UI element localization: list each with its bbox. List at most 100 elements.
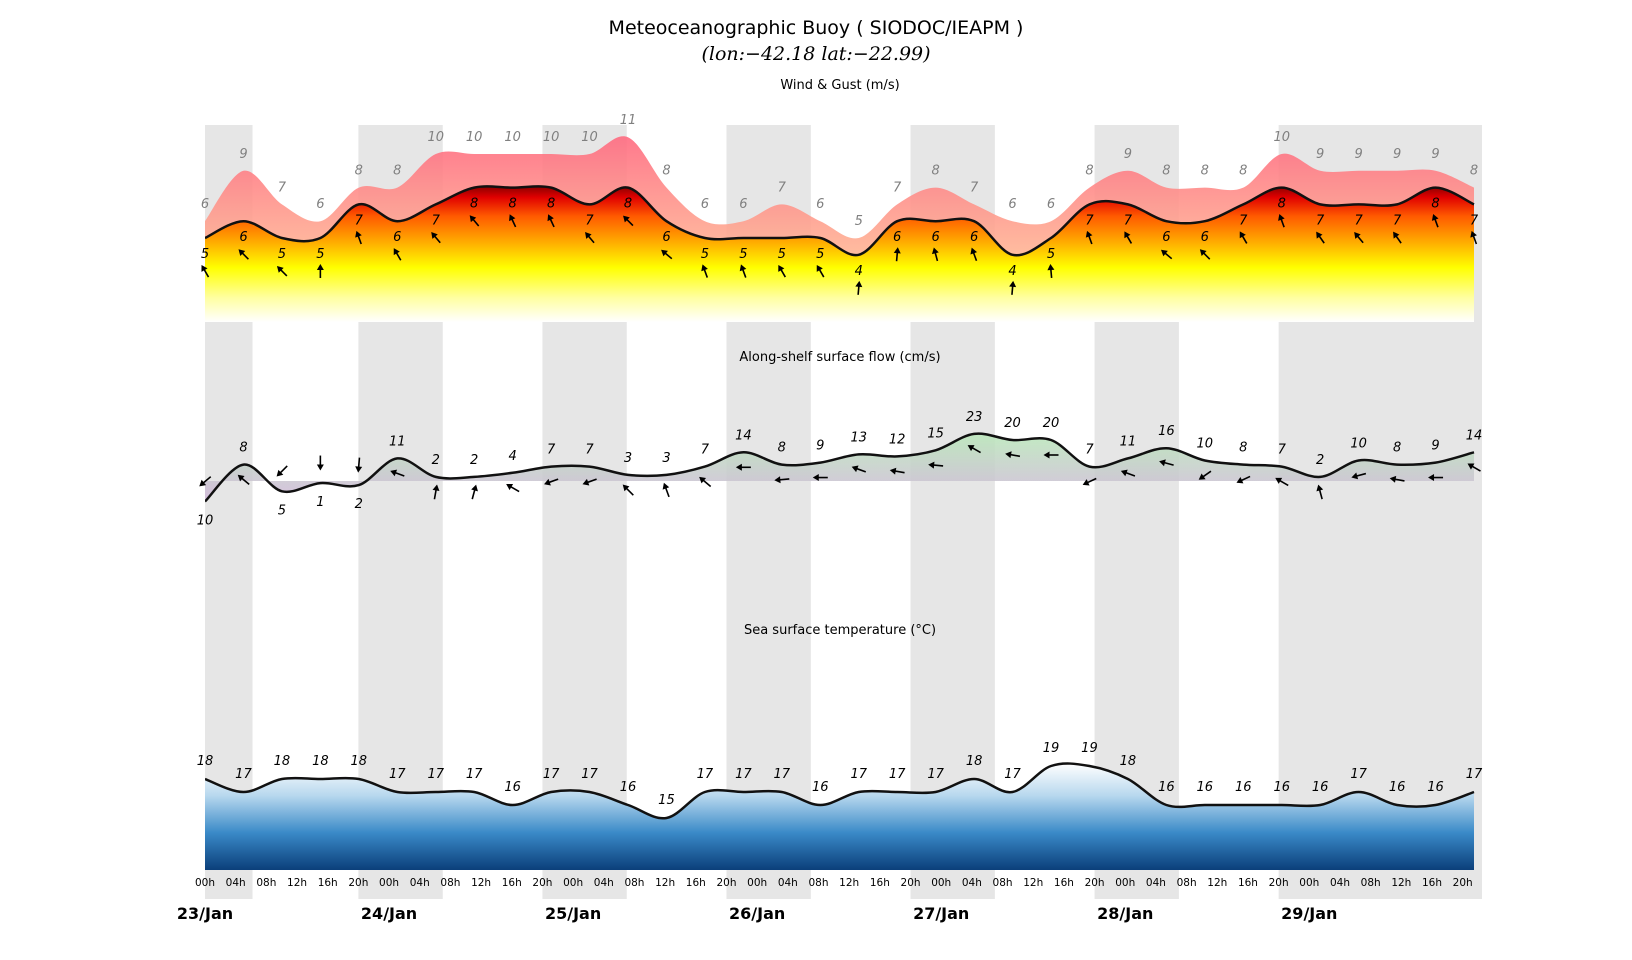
current-value-label: 11 (389, 434, 406, 449)
sst-value-label: 16 (1197, 780, 1214, 795)
sst-panel-title: Sea surface temperature (°C) (744, 623, 936, 638)
current-value-label: 5 (278, 503, 286, 518)
current-direction-arrow (276, 465, 288, 477)
sst-value-label: 17 (1466, 767, 1483, 782)
current-value-label: 8 (1393, 441, 1401, 456)
current-direction-arrow (1159, 459, 1174, 467)
x-tick-label: 12h (1391, 877, 1411, 889)
x-tick-label: 08h (440, 877, 460, 889)
sst-value-label: 18 (351, 754, 368, 769)
chart-subtitle: (lon:−42.18 lat:−22.99) (701, 43, 930, 65)
current-panel (205, 432, 1475, 503)
gust-value-label: 7 (970, 180, 979, 195)
x-tick-label: 08h (808, 877, 828, 889)
x-tick-label: 20h (1453, 877, 1473, 889)
wind-value-label: 5 (701, 247, 709, 262)
gust-value-label: 9 (239, 147, 247, 162)
sst-value-label: 16 (1273, 780, 1290, 795)
current-value-label: 2 (432, 453, 440, 468)
gust-value-label: 6 (739, 197, 747, 212)
sst-value-label: 17 (581, 767, 598, 782)
wind-direction-arrow (855, 280, 863, 295)
current-direction-arrow (582, 478, 597, 486)
wind-direction-arrow (276, 266, 288, 277)
sst-value-label: 17 (735, 767, 752, 782)
x-tick-label: 12h (471, 877, 491, 889)
wind-direction-arrow (970, 247, 978, 262)
x-tick-label: 08h (624, 877, 644, 889)
sst-labels: 18 17 18 18 18 17 17 17 16 17 17 16 15 17 17 17 16 17 17 17… (197, 741, 1483, 808)
current-direction-arrow (1082, 477, 1097, 486)
current-direction-arrow (1467, 463, 1481, 472)
gust-value-label: 6 (316, 197, 324, 212)
sst-value-label: 17 (1350, 767, 1367, 782)
gust-value-label: 9 (1124, 147, 1132, 162)
current-panel-title: Along-shelf surface flow (cm/s) (739, 350, 940, 365)
sst-value-label: 17 (235, 767, 252, 782)
gust-value-label: 10 (581, 130, 598, 145)
wind-direction-arrow (1199, 249, 1211, 260)
wind-direction-arrow (1009, 280, 1017, 295)
current-direction-arrow (889, 467, 905, 475)
wind-direction-arrow (547, 214, 555, 228)
sst-value-label: 18 (274, 754, 291, 769)
current-direction-arrow (1389, 475, 1405, 483)
sst-area (205, 763, 1474, 870)
gust-value-label: 7 (278, 180, 287, 195)
wind-direction-arrow (1393, 231, 1402, 244)
wind-value-label: 5 (1047, 247, 1055, 262)
wind-value-label: 5 (816, 247, 824, 262)
current-value-label: 11 (1120, 434, 1137, 449)
x-tick-label: 00h (563, 877, 583, 889)
gust-value-label: 6 (701, 197, 709, 212)
wind-value-label: 5 (201, 247, 209, 262)
gust-value-label: 9 (1431, 147, 1439, 162)
current-direction-arrow (544, 478, 559, 486)
sst-value-label: 17 (543, 767, 560, 782)
current-direction-arrow (774, 476, 790, 484)
x-tick-label: 12h (655, 877, 675, 889)
x-tick-label: 16h (318, 877, 338, 889)
current-value-label: 4 (508, 449, 516, 464)
gust-value-label: 6 (1008, 197, 1016, 212)
wind-area (205, 186, 1474, 322)
current-value-label: 2 (470, 453, 478, 468)
wind-value-label: 6 (1162, 230, 1170, 245)
x-tick-label: 04h (778, 877, 798, 889)
sst-value-label: 16 (1235, 780, 1252, 795)
x-day-label: 26/Jan (729, 904, 785, 923)
x-day-label: 24/Jan (361, 904, 417, 923)
x-tick-label: 04h (594, 877, 614, 889)
x-tick-label: 20h (1269, 877, 1289, 889)
sst-value-label: 16 (620, 780, 637, 795)
sst-value-label: 16 (1312, 780, 1329, 795)
current-direction-arrow (967, 445, 981, 454)
current-value-label: 1 (316, 495, 324, 510)
x-day-label: 25/Jan (545, 904, 601, 923)
wind-value-label: 8 (508, 197, 516, 212)
current-direction-arrow (1198, 470, 1212, 480)
chart-title: Meteoceanographic Buoy ( SIODOC/IEAPM ) (609, 17, 1024, 39)
wind-direction-arrow (1470, 230, 1478, 245)
sst-value-label: 17 (1004, 767, 1021, 782)
sst-line (205, 762, 1475, 820)
gust-value-label: 10 (427, 130, 444, 145)
gust-value-label: 6 (201, 197, 209, 212)
current-direction-arrow (1120, 469, 1136, 477)
current-direction-arrow (662, 482, 670, 498)
current-value-label: 9 (816, 439, 824, 454)
current-direction-arrow (812, 474, 828, 482)
current-direction-arrow (390, 469, 405, 477)
wind-direction-arrow (1239, 231, 1248, 244)
x-day-label: 23/Jan (177, 904, 233, 923)
wind-value-label: 7 (1316, 213, 1325, 228)
wind-direction-arrow (1085, 230, 1093, 245)
sst-value-label: 16 (1427, 780, 1444, 795)
wind-value-label: 6 (393, 230, 401, 245)
current-direction-arrow (1351, 472, 1367, 480)
x-tick-label: 16h (686, 877, 706, 889)
wind-direction-arrow (778, 264, 787, 278)
x-day-label: 27/Jan (913, 904, 969, 923)
gust-value-label: 8 (931, 164, 939, 179)
